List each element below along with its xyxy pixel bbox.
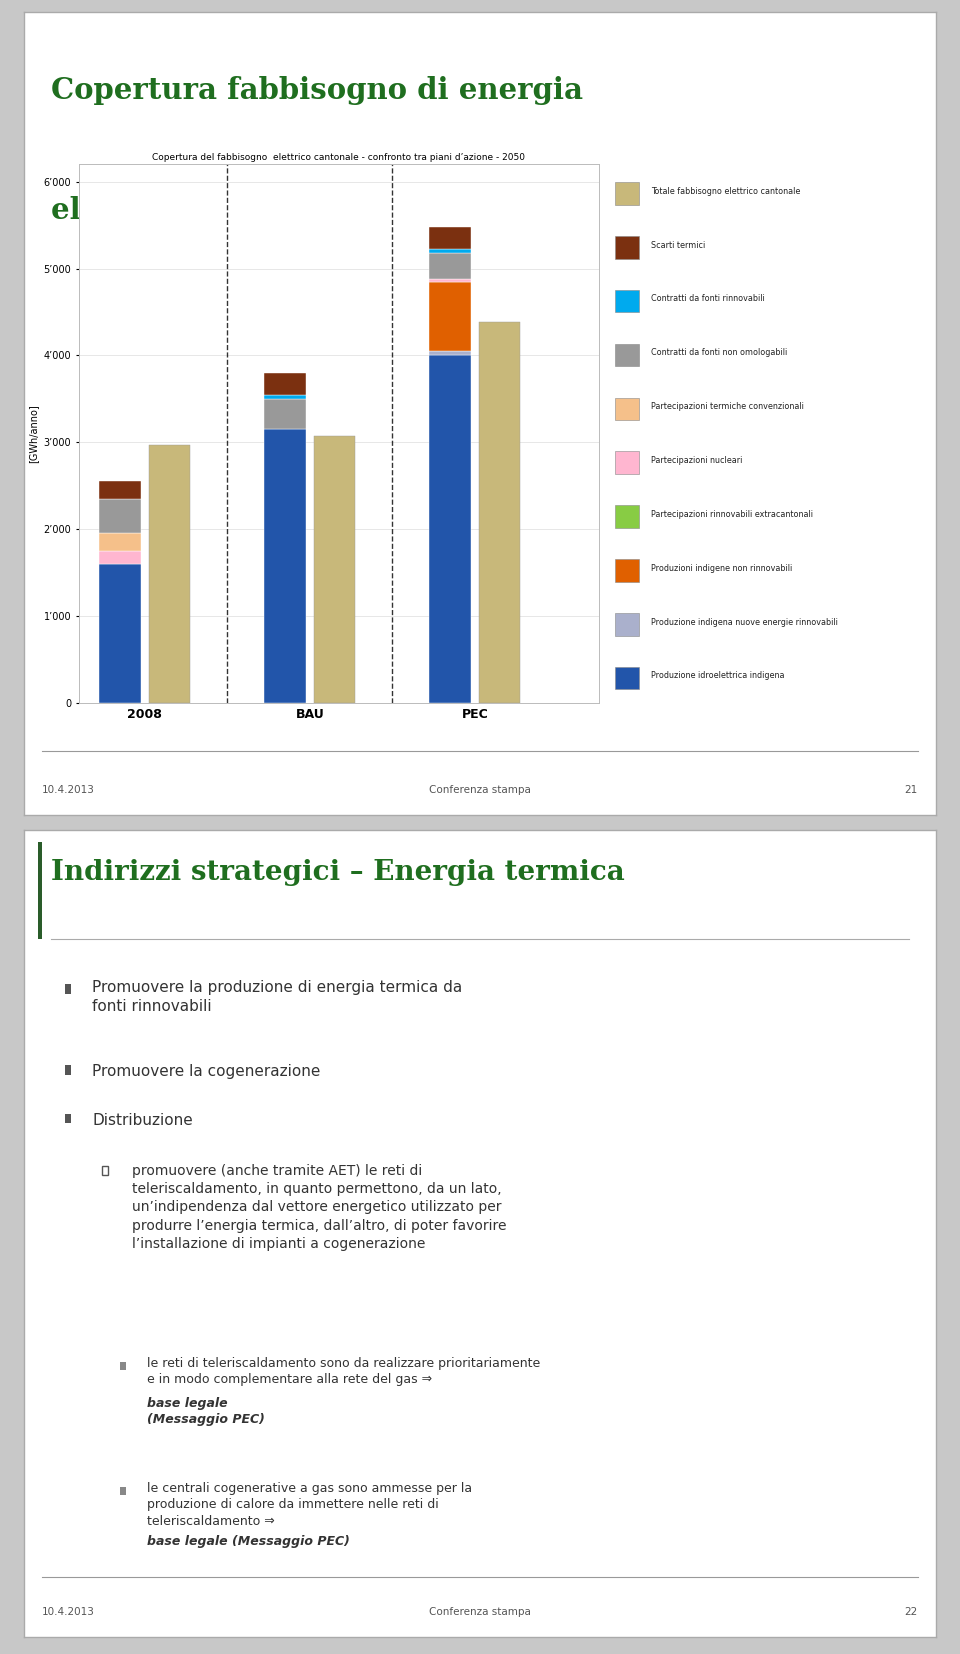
Bar	[615, 614, 639, 635]
Text: Totale fabbisogno elettrico cantonale: Totale fabbisogno elettrico cantonale	[652, 187, 801, 195]
Text: 22: 22	[904, 1608, 918, 1618]
Text: Partecipazioni rinnovabili extracantonali: Partecipazioni rinnovabili extracantonal…	[652, 509, 813, 519]
Bar	[99, 564, 140, 703]
Text: Contratti da fonti non omologabili: Contratti da fonti non omologabili	[652, 349, 787, 357]
Bar	[615, 237, 639, 258]
Bar	[99, 481, 140, 500]
Bar	[99, 551, 140, 564]
Bar	[615, 559, 639, 582]
Text: le reti di teleriscaldamento sono da realizzare prioritariamente
e in modo compl: le reti di teleriscaldamento sono da rea…	[147, 1356, 540, 1386]
Text: 21: 21	[904, 786, 918, 796]
Bar	[120, 1363, 126, 1370]
Text: Conferenza stampa: Conferenza stampa	[429, 1608, 531, 1618]
Text: Partecipazioni nucleari: Partecipazioni nucleari	[652, 457, 743, 465]
Text: Promuovere la cogenerazione: Promuovere la cogenerazione	[92, 1065, 321, 1080]
Text: Promuovere la produzione di energia termica da
fonti rinnovabili: Promuovere la produzione di energia term…	[92, 979, 463, 1014]
Bar	[479, 323, 520, 703]
Bar	[429, 248, 470, 253]
Bar	[615, 344, 639, 366]
Bar	[615, 397, 639, 420]
Bar	[264, 372, 305, 395]
Text: Scarti termici: Scarti termici	[652, 240, 706, 250]
Bar	[149, 445, 190, 703]
Text: Produzione indigena nuove energie rinnovabili: Produzione indigena nuove energie rinnov…	[652, 617, 838, 627]
Bar	[314, 437, 355, 703]
Text: base legale (Messaggio PEC): base legale (Messaggio PEC)	[147, 1535, 350, 1548]
Text: Copertura fabbisogno di energia: Copertura fabbisogno di energia	[52, 76, 584, 104]
Bar	[37, 842, 42, 939]
Text: promuovere (anche tramite AET) le reti di
teleriscaldamento, in quanto permetton: promuovere (anche tramite AET) le reti d…	[132, 1164, 506, 1252]
Bar	[615, 289, 639, 313]
Text: elettrica - 2050: elettrica - 2050	[52, 197, 303, 225]
Text: Distribuzione: Distribuzione	[92, 1113, 193, 1128]
Bar	[99, 534, 140, 551]
Bar	[264, 430, 305, 703]
Text: le centrali cogenerative a gas sono ammesse per la
produzione di calore da immet: le centrali cogenerative a gas sono amme…	[147, 1482, 472, 1528]
Text: 10.4.2013: 10.4.2013	[42, 786, 95, 796]
Bar	[120, 1487, 126, 1495]
Bar	[429, 227, 470, 248]
Bar	[264, 399, 305, 430]
Bar	[65, 1065, 71, 1075]
Bar	[99, 500, 140, 534]
Bar	[429, 356, 470, 703]
Bar	[615, 452, 639, 475]
Text: Contratti da fonti rinnovabili: Contratti da fonti rinnovabili	[652, 294, 765, 303]
Bar	[615, 182, 639, 205]
Bar	[615, 667, 639, 690]
Title: Copertura del fabbisogno  elettrico cantonale - confronto tra piani d’azione - 2: Copertura del fabbisogno elettrico canto…	[152, 154, 525, 162]
Bar	[264, 395, 305, 399]
Text: Produzione idroelettrica indigena: Produzione idroelettrica indigena	[652, 672, 785, 680]
Bar	[102, 1166, 108, 1176]
Bar	[429, 253, 470, 280]
Bar	[65, 1113, 71, 1123]
Text: Partecipazioni termiche convenzionali: Partecipazioni termiche convenzionali	[652, 402, 804, 412]
Text: 10.4.2013: 10.4.2013	[42, 1608, 95, 1618]
Y-axis label: [GWh/anno]: [GWh/anno]	[28, 404, 37, 463]
Text: Conferenza stampa: Conferenza stampa	[429, 786, 531, 796]
Text: Indirizzi strategici – Energia termica: Indirizzi strategici – Energia termica	[52, 858, 625, 885]
Text: base legale
(Messaggio PEC): base legale (Messaggio PEC)	[147, 1398, 265, 1426]
Bar	[615, 504, 639, 528]
Bar	[65, 984, 71, 994]
Bar	[429, 280, 470, 281]
Text: Produzioni indigene non rinnovabili: Produzioni indigene non rinnovabili	[652, 564, 793, 572]
Bar	[429, 351, 470, 356]
Bar	[429, 281, 470, 351]
